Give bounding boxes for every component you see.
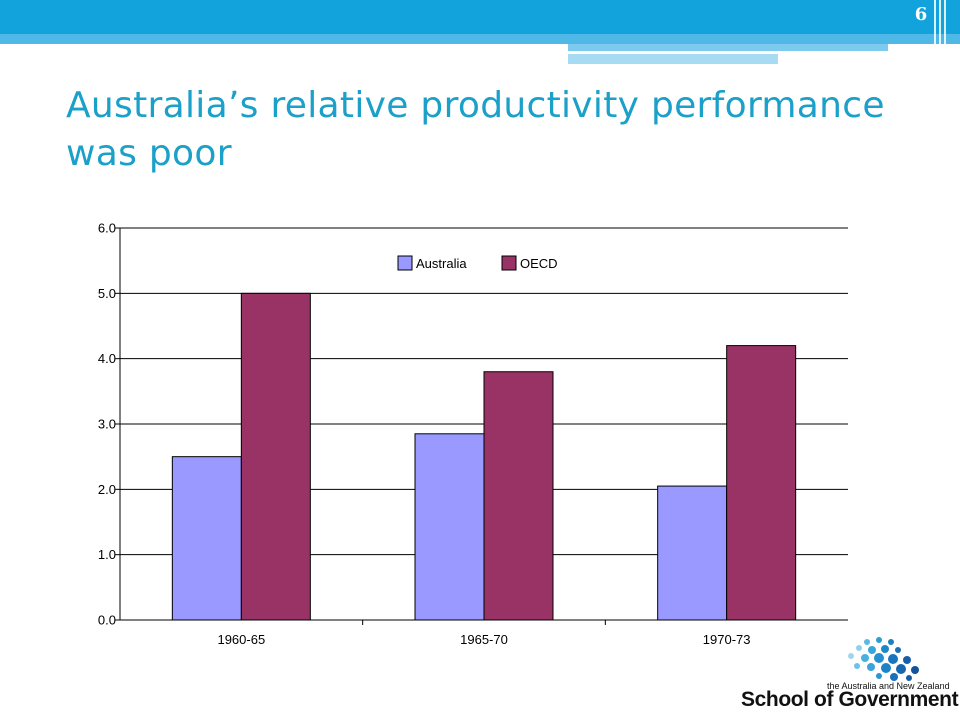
bar-chart: 0.0 1.0 2.0 3.0 4.0 5.0 6.0 1960-65 1965-70 1970-… (98, 221, 848, 647)
logo-dot (881, 663, 891, 673)
y-tick-label: 4.0 (98, 351, 116, 366)
logo-dot (906, 675, 912, 681)
logo-dot (881, 645, 889, 653)
logo-dot (848, 653, 854, 659)
logo-dot (876, 673, 882, 679)
header-bar-secondary (0, 34, 960, 44)
legend-label-australia: Australia (416, 256, 467, 271)
slide-title: Australia’s relative productivity perfor… (66, 82, 946, 178)
bar-oecd-1970-73 (726, 345, 797, 621)
legend-label-oecd: OECD (520, 256, 558, 271)
page-number: 6 (914, 4, 928, 25)
y-tick-label: 3.0 (98, 417, 116, 432)
logo-name: School of Government (741, 688, 959, 711)
logo-dot (888, 654, 898, 664)
logo-dot (896, 664, 906, 674)
bar-australia-1970-73 (657, 485, 728, 621)
legend-swatch-oecd (501, 255, 517, 271)
y-tick-label: 6.0 (98, 221, 116, 236)
logo-dot (867, 663, 875, 671)
logo-dot (864, 639, 870, 645)
slide-title-line-2: was poor (66, 133, 232, 174)
logo-dot (876, 637, 882, 643)
logo-dot (895, 647, 901, 653)
logo-subtitle: the Australia and New Zealand (827, 681, 950, 691)
corner-stripes (930, 0, 960, 64)
y-tick-label: 1.0 (98, 547, 116, 562)
bar-australia-1965-70 (414, 433, 485, 621)
slide-title-line-1: Australia’s relative productivity perfor… (66, 85, 885, 126)
y-tick-label: 2.0 (98, 482, 116, 497)
logo-dot (911, 666, 919, 674)
dot-cluster-logo-icon (848, 637, 919, 681)
x-tick-label: 1965-70 (460, 632, 508, 647)
bar-oecd-1960-65 (240, 292, 311, 621)
bar-oecd-1965-70 (483, 371, 554, 621)
logo-dot (874, 653, 884, 663)
header-bar (0, 0, 960, 34)
logo-dot (868, 646, 876, 654)
y-tick-label: 5.0 (98, 286, 116, 301)
bar-australia-1960-65 (171, 456, 242, 621)
header-accent-stripe (568, 44, 888, 51)
school-logo: the Australia and New Zealand School of … (735, 636, 959, 716)
logo-dot (888, 639, 894, 645)
logo-dot (890, 673, 898, 681)
x-tick-label: 1960-65 (217, 632, 265, 647)
logo-dot (903, 656, 911, 664)
logo-dot (854, 663, 860, 669)
header-accent-stripe-light (568, 54, 778, 64)
logo-dot (861, 654, 869, 662)
logo-dot (856, 645, 862, 651)
y-tick-label: 0.0 (98, 613, 116, 628)
legend-swatch-australia (397, 255, 413, 271)
x-tick-label: 1970-73 (703, 632, 751, 647)
